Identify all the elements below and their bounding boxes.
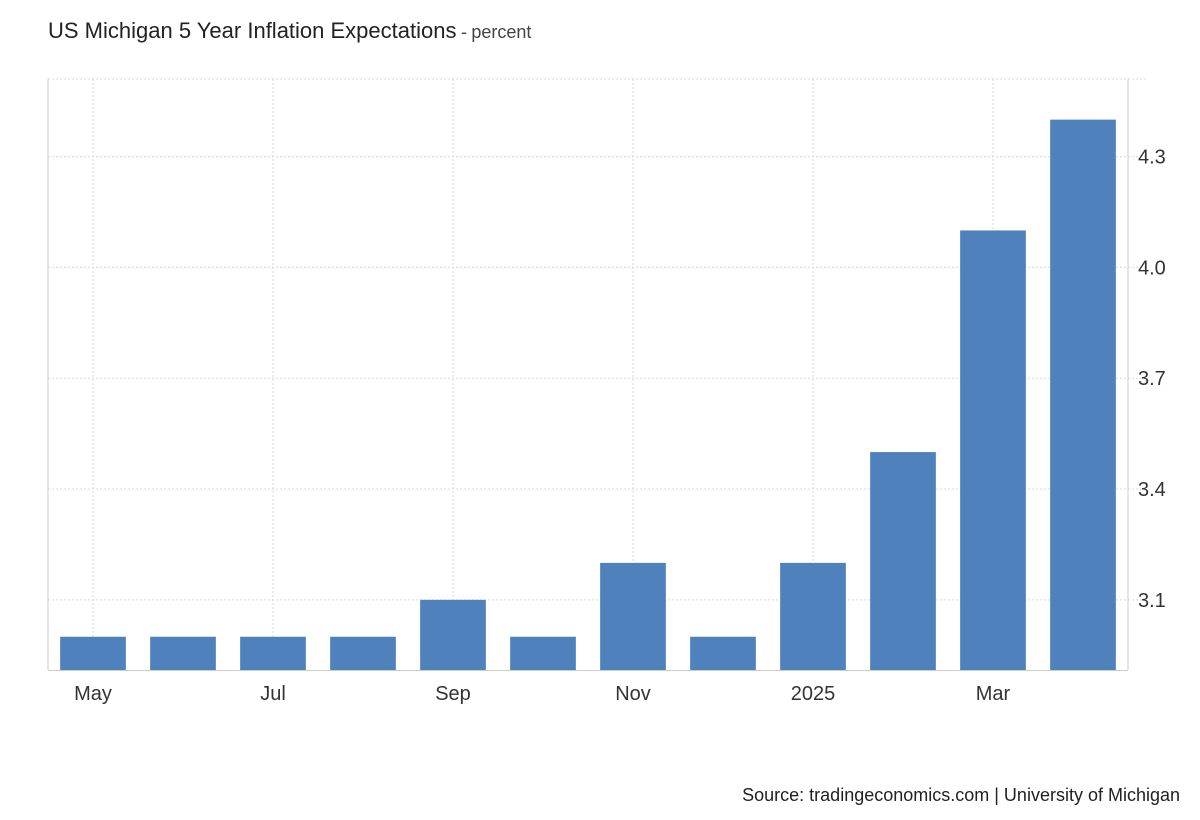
y-tick-label: 4.0 (1138, 257, 1166, 279)
x-tick-label: Jul (260, 683, 286, 705)
x-tick-label: Nov (615, 683, 651, 705)
chart-title-row: US Michigan 5 Year Inflation Expectation… (48, 18, 531, 44)
x-tick-label: Sep (435, 683, 471, 705)
y-tick-label: 3.1 (1138, 590, 1166, 612)
bar-aug (330, 636, 396, 670)
bar-dec (690, 636, 756, 670)
title-separator: - (460, 22, 467, 42)
source-credit: Source: tradingeconomics.com | Universit… (742, 785, 1180, 805)
y-tick-label: 3.7 (1138, 368, 1166, 390)
bar-jun (150, 636, 216, 670)
bar-jul (240, 636, 306, 670)
bar-oct (510, 636, 576, 670)
y-tick-label: 3.4 (1138, 479, 1166, 501)
bar-feb (870, 452, 936, 670)
x-tick-label: May (74, 683, 112, 705)
bar-sep (420, 599, 486, 670)
bar-mar (960, 230, 1026, 670)
x-tick-label: Mar (976, 683, 1011, 705)
y-tick-label: 4.3 (1138, 147, 1166, 169)
bar-2025 (780, 562, 846, 670)
bar-may (60, 636, 126, 670)
chart-unit-subtitle: percent (471, 22, 532, 42)
bar-apr (1050, 119, 1116, 671)
x-tick-label: 2025 (791, 683, 836, 705)
chart-title: US Michigan 5 Year Inflation Expectation… (48, 18, 457, 43)
bar-nov (600, 562, 666, 670)
